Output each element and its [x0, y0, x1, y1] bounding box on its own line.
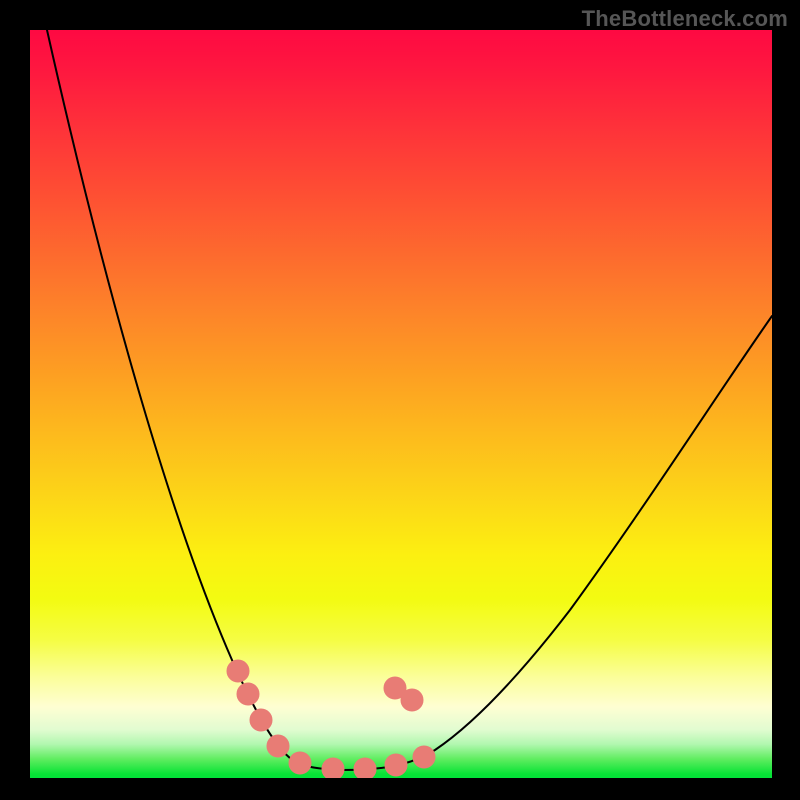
chart-svg	[0, 0, 800, 800]
watermark-text: TheBottleneck.com	[582, 6, 788, 32]
gradient-background	[30, 30, 772, 778]
data-point	[401, 689, 423, 711]
data-point	[289, 752, 311, 774]
